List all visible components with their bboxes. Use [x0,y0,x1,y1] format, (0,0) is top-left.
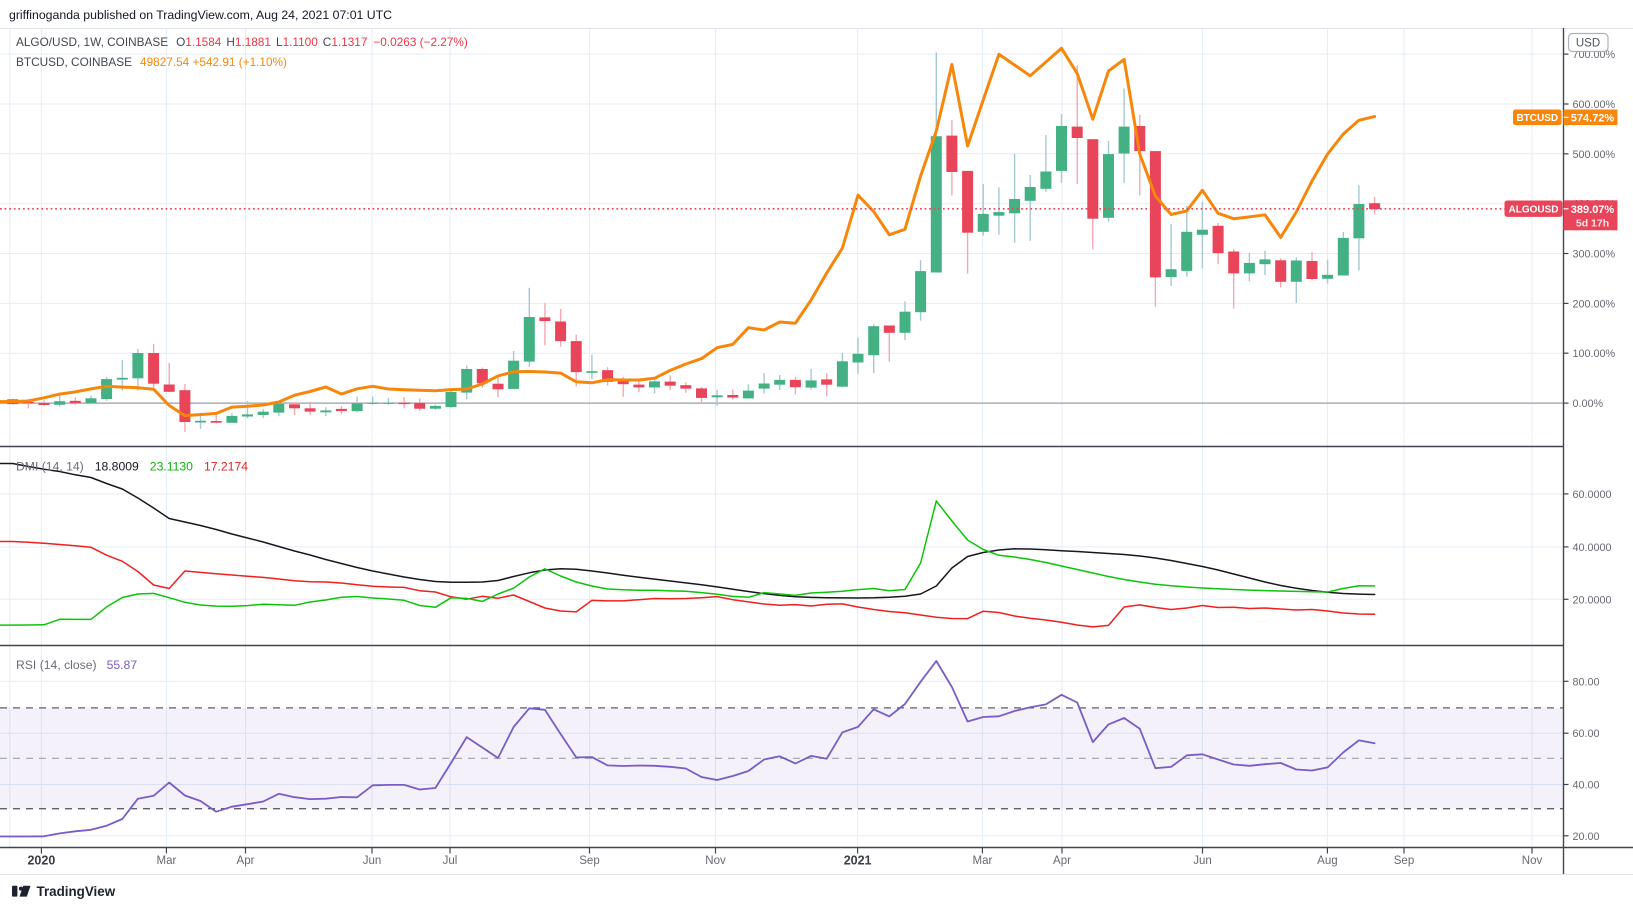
svg-text:Aug: Aug [1317,855,1337,867]
svg-text:20.0000: 20.0000 [1573,594,1612,606]
svg-text:0.00%: 0.00% [1573,398,1604,410]
svg-text:389.07%: 389.07% [1571,204,1615,216]
svg-text:574.72%: 574.72% [1571,113,1615,125]
svg-text:USD: USD [1576,38,1600,50]
svg-text:20.00: 20.00 [1573,831,1600,843]
svg-text:500.00%: 500.00% [1573,149,1616,161]
svg-text:Jun: Jun [363,855,382,867]
svg-text:Sep: Sep [1394,855,1414,867]
svg-text:2021: 2021 [844,854,872,868]
svg-text:BTCUSD: BTCUSD [1516,113,1558,124]
svg-text:Apr: Apr [1053,855,1071,867]
svg-text:Nov: Nov [1522,855,1543,867]
svg-text:40.0000: 40.0000 [1573,542,1612,554]
svg-text:ALGOUSD: ALGOUSD [1509,205,1559,216]
svg-text:Jul: Jul [443,855,458,867]
svg-text:80.00: 80.00 [1573,676,1600,688]
svg-text:TradingView: TradingView [37,884,116,899]
svg-text:40.00: 40.00 [1573,780,1600,792]
svg-text:5d 17h: 5d 17h [1576,218,1609,230]
svg-text:200.00%: 200.00% [1573,298,1616,310]
svg-text:Mar: Mar [972,855,992,867]
svg-text:60.00: 60.00 [1573,728,1600,740]
svg-text:griffinoganda published on Tra: griffinoganda published on TradingView.c… [9,8,392,22]
svg-text:60.0000: 60.0000 [1573,489,1612,501]
svg-text:2020: 2020 [27,854,55,868]
svg-text:Apr: Apr [237,855,255,867]
svg-text:Nov: Nov [705,855,726,867]
svg-text:300.00%: 300.00% [1573,249,1616,261]
svg-text:100.00%: 100.00% [1573,348,1616,360]
svg-text:600.00%: 600.00% [1573,99,1616,111]
svg-text:Sep: Sep [579,855,599,867]
svg-text:RSI (14, close)55.87: RSI (14, close) 55.87 [16,658,137,672]
svg-text:Jun: Jun [1193,855,1212,867]
svg-text:Mar: Mar [156,855,176,867]
